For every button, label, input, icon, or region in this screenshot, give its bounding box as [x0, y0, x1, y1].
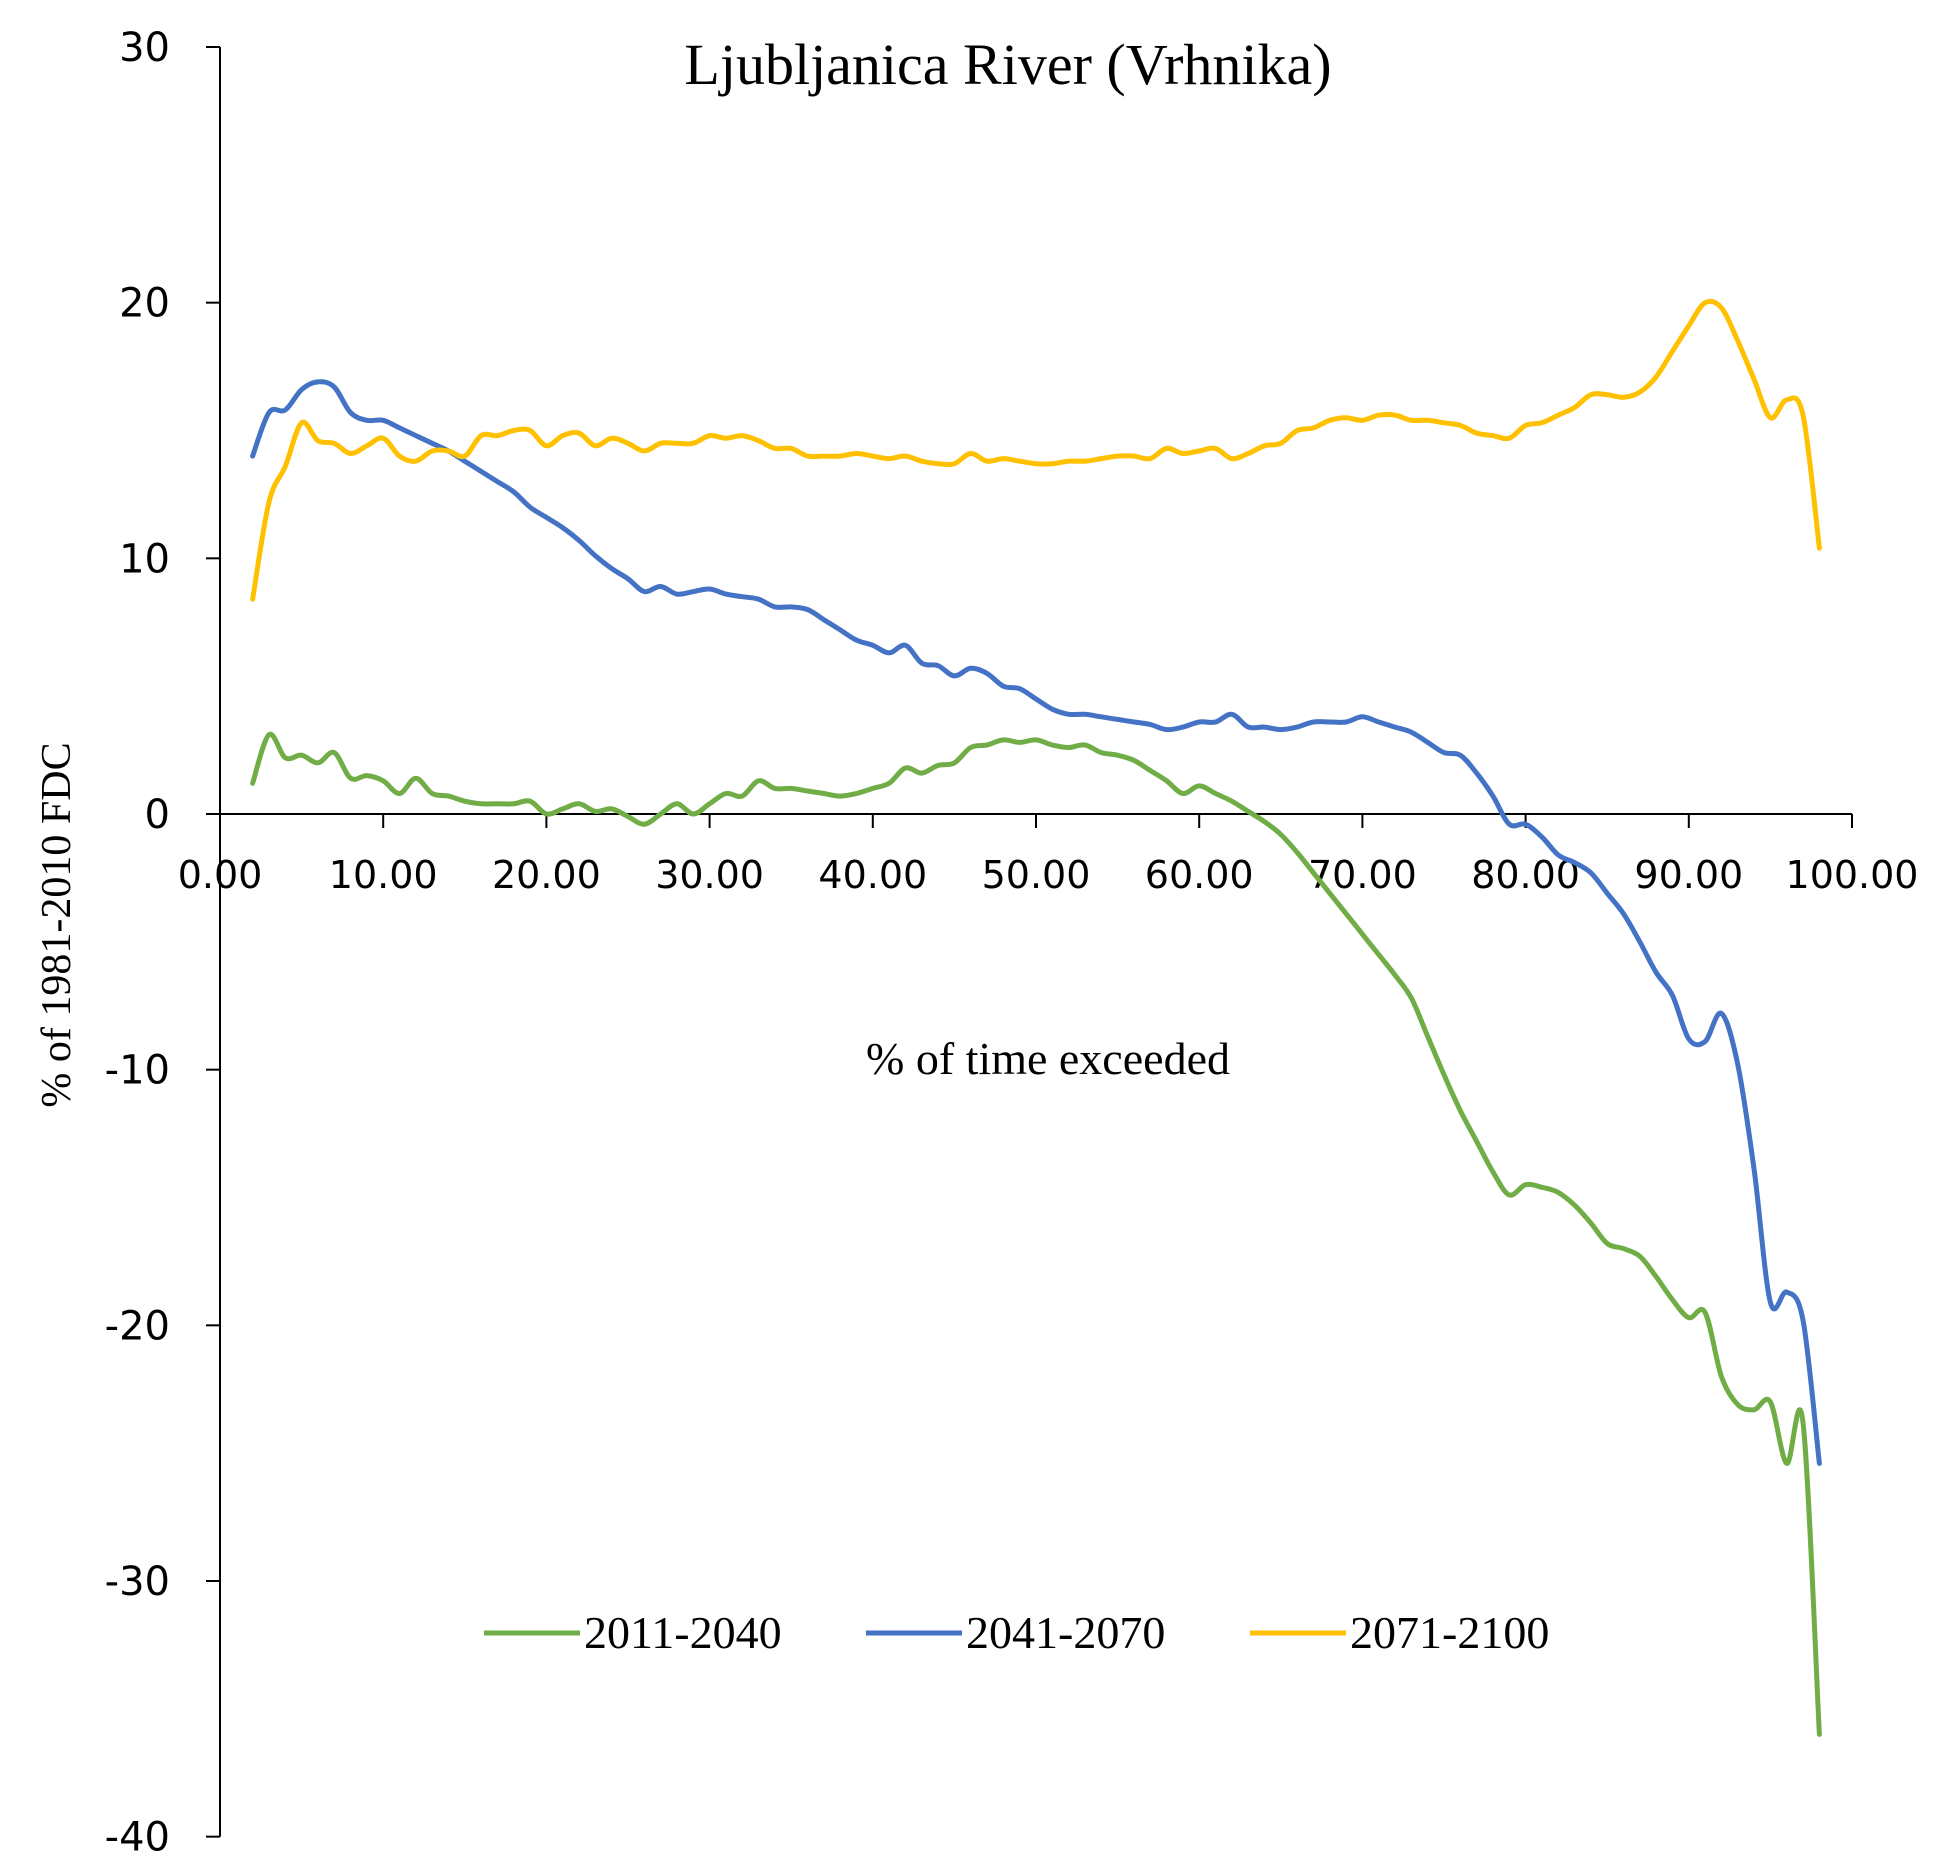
- series-line-2041-2070: [250, 379, 1822, 1466]
- chart-title: Ljubljanica River (Vrhnika): [684, 32, 1331, 97]
- y-axis: 30 20 10 0 -10 -20 -30 -40: [105, 25, 221, 1861]
- series-line-2011-2040: [250, 731, 1822, 1737]
- x-axis-label: % of time exceeded: [866, 1033, 1230, 1084]
- legend-label: 2071-2100: [1350, 1607, 1549, 1658]
- x-tick-label: 60.00: [1145, 853, 1254, 897]
- y-tick-label: -10: [105, 1048, 170, 1094]
- legend-label: 2041-2070: [966, 1607, 1165, 1658]
- y-tick-label: 10: [119, 536, 170, 582]
- legend-label: 2011-2040: [584, 1607, 782, 1658]
- y-tick-label: 20: [119, 281, 170, 327]
- x-tick-label: 20.00: [492, 853, 601, 897]
- x-tick-label: 30.00: [655, 853, 764, 897]
- x-tick-label: 50.00: [982, 853, 1091, 897]
- x-tick-label: 10.00: [329, 853, 438, 897]
- series-line-2071-2100: [250, 298, 1822, 602]
- y-tick-label: -20: [105, 1303, 170, 1349]
- series-lines: [250, 298, 1822, 1737]
- y-tick-label: 30: [119, 25, 170, 71]
- y-tick-label: 0: [145, 792, 170, 838]
- y-tick-label: -40: [105, 1815, 170, 1861]
- x-tick-label: 40.00: [818, 853, 927, 897]
- x-tick-label: 80.00: [1471, 853, 1580, 897]
- x-axis: 0.00 10.00 20.00 30.00 40.00 50.00 60.00 70.00 8…: [178, 813, 1919, 897]
- y-tick-label: -30: [105, 1559, 170, 1605]
- legend: 2011-2040 2041-2070 2071-2100: [484, 1607, 1549, 1658]
- x-tick-label: 90.00: [1634, 853, 1743, 897]
- x-tick-label: 0.00: [178, 853, 263, 897]
- x-tick-label: 100.00: [1786, 853, 1919, 897]
- y-axis-label: % of 1981-2010 FDC: [34, 742, 80, 1107]
